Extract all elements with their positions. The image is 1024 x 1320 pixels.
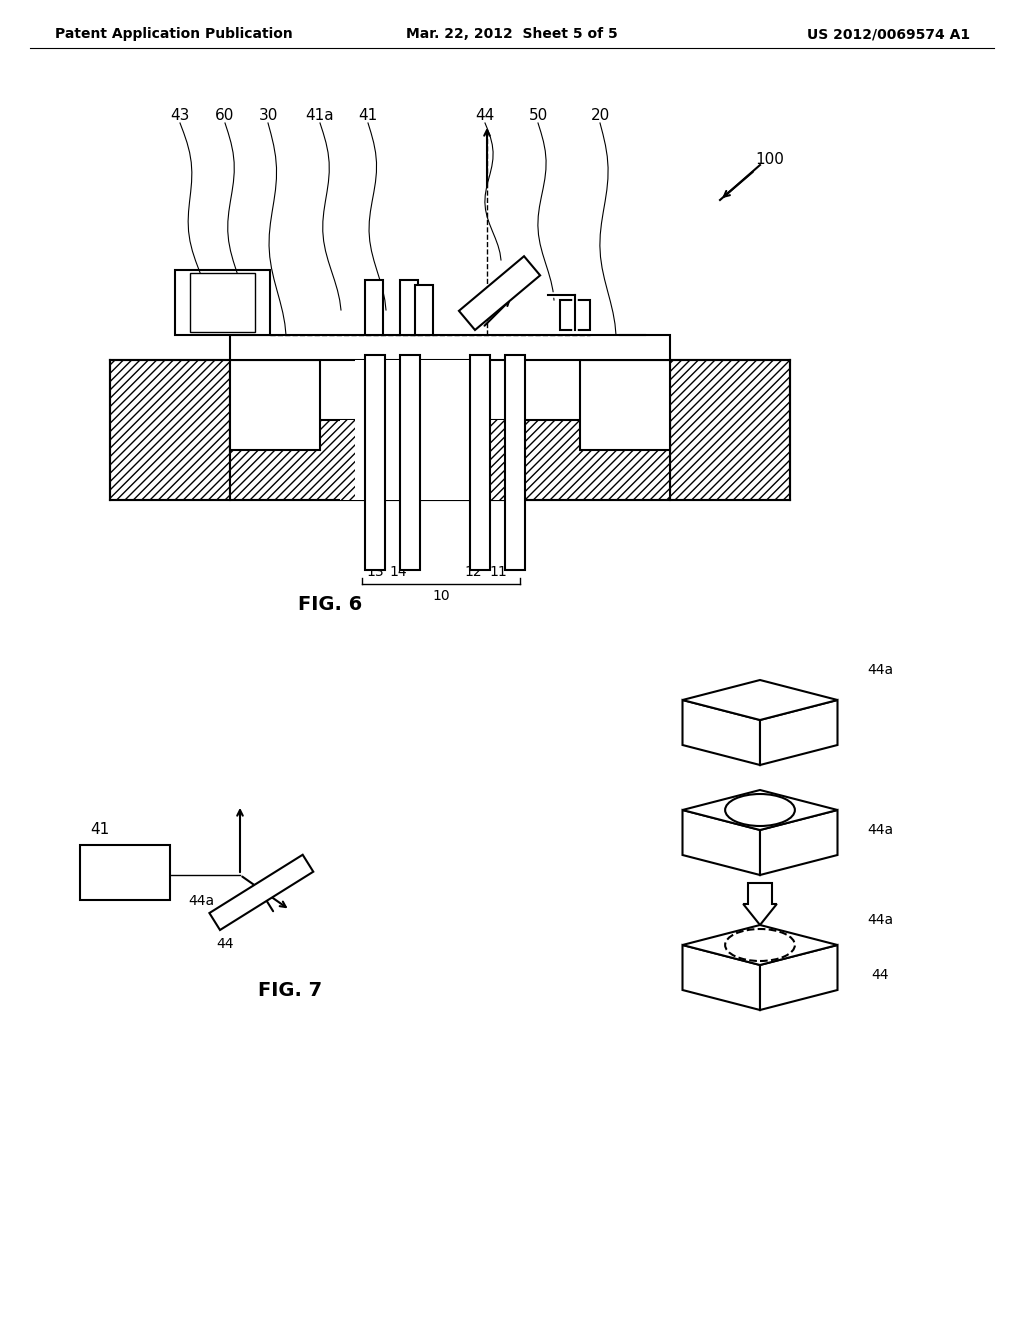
Bar bbox=[80, 845, 170, 900]
Text: Patent Application Publication: Patent Application Publication bbox=[55, 26, 293, 41]
Polygon shape bbox=[683, 945, 760, 1010]
Text: 44a: 44a bbox=[867, 913, 893, 927]
Polygon shape bbox=[760, 945, 838, 1010]
Polygon shape bbox=[209, 855, 313, 931]
Bar bbox=[415, 285, 433, 335]
Text: 13: 13 bbox=[367, 565, 384, 579]
Text: 44: 44 bbox=[216, 937, 233, 950]
Text: 20: 20 bbox=[591, 107, 609, 123]
Text: 12: 12 bbox=[464, 565, 482, 579]
Text: FIG. 6: FIG. 6 bbox=[298, 595, 362, 615]
Text: Mar. 22, 2012  Sheet 5 of 5: Mar. 22, 2012 Sheet 5 of 5 bbox=[407, 26, 617, 41]
Text: 41a: 41a bbox=[306, 107, 334, 123]
Text: FIG. 7: FIG. 7 bbox=[258, 981, 323, 999]
Bar bbox=[355, 360, 485, 500]
Bar bbox=[340, 420, 525, 500]
Ellipse shape bbox=[725, 795, 795, 826]
Text: 14: 14 bbox=[389, 565, 407, 579]
Bar bbox=[400, 355, 420, 570]
Text: 44a: 44a bbox=[867, 822, 893, 837]
Bar bbox=[190, 273, 255, 333]
Bar bbox=[230, 335, 670, 360]
Ellipse shape bbox=[725, 929, 795, 961]
Bar bbox=[470, 355, 490, 570]
Text: 100: 100 bbox=[756, 153, 784, 168]
Text: 44a: 44a bbox=[867, 663, 893, 677]
Polygon shape bbox=[683, 789, 838, 830]
Bar bbox=[365, 280, 383, 335]
Polygon shape bbox=[760, 810, 838, 875]
Bar bbox=[365, 355, 385, 570]
Text: 11: 11 bbox=[489, 565, 507, 579]
Bar bbox=[110, 360, 230, 500]
Polygon shape bbox=[683, 810, 760, 875]
Polygon shape bbox=[459, 256, 540, 330]
Text: 60: 60 bbox=[215, 107, 234, 123]
Text: 43: 43 bbox=[170, 107, 189, 123]
Text: 50: 50 bbox=[528, 107, 548, 123]
Text: 30: 30 bbox=[258, 107, 278, 123]
Bar bbox=[230, 420, 670, 500]
Polygon shape bbox=[683, 680, 838, 719]
Bar bbox=[560, 300, 590, 330]
Text: US 2012/0069574 A1: US 2012/0069574 A1 bbox=[807, 26, 970, 41]
Text: 44: 44 bbox=[475, 107, 495, 123]
Bar bbox=[175, 271, 270, 335]
Text: 41: 41 bbox=[90, 822, 110, 837]
Text: 44: 44 bbox=[871, 968, 889, 982]
Bar bbox=[400, 280, 418, 335]
Text: 44a: 44a bbox=[188, 894, 214, 908]
Bar bbox=[505, 355, 525, 570]
Text: 10: 10 bbox=[432, 589, 450, 603]
Polygon shape bbox=[683, 925, 838, 965]
Polygon shape bbox=[760, 700, 838, 766]
Text: 41: 41 bbox=[358, 107, 378, 123]
Bar bbox=[580, 360, 670, 450]
Polygon shape bbox=[683, 700, 760, 766]
Polygon shape bbox=[743, 883, 777, 925]
Bar bbox=[670, 360, 790, 500]
Bar bbox=[230, 360, 319, 450]
